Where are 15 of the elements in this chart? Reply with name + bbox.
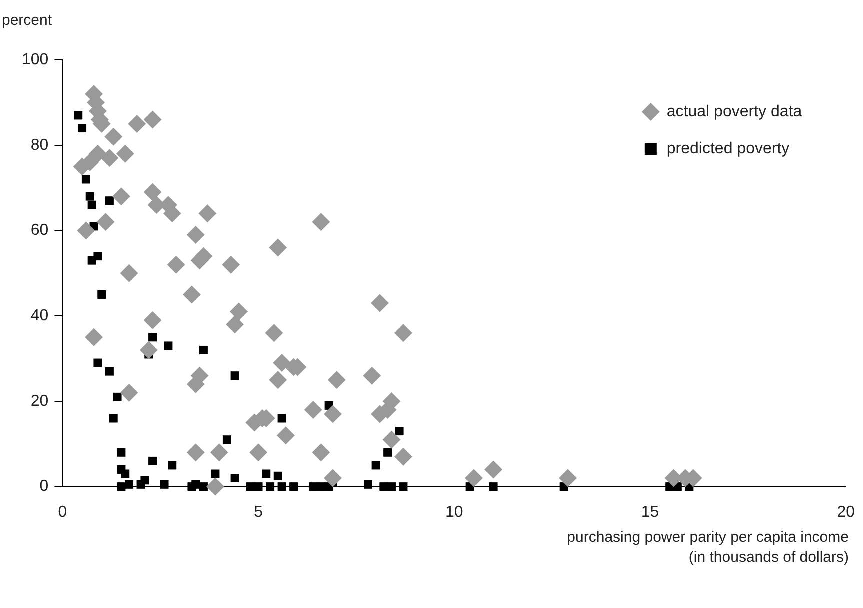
y-axis-title: percent	[2, 12, 52, 29]
y-tick-label: 60	[30, 222, 49, 240]
legend-label: actual poverty data	[666, 103, 802, 120]
x-tick-label: 5	[254, 504, 264, 521]
y-tick-label: 20	[30, 392, 49, 410]
y-tick-label: 0	[40, 478, 49, 496]
legend-label: predicted poverty	[666, 140, 790, 158]
y-tick-label: 100	[22, 51, 49, 68]
x-tick-label: 10	[446, 504, 464, 521]
x-tick-label: 20	[837, 504, 856, 521]
x-tick-label: 0	[58, 504, 68, 521]
x-tick-label: 15	[641, 504, 660, 521]
y-tick-label: 40	[30, 307, 49, 324]
y-tick-label: 80	[30, 136, 49, 154]
x-axis-title: purchasing power parity per capita income (in thousands of dollars)	[567, 528, 849, 568]
